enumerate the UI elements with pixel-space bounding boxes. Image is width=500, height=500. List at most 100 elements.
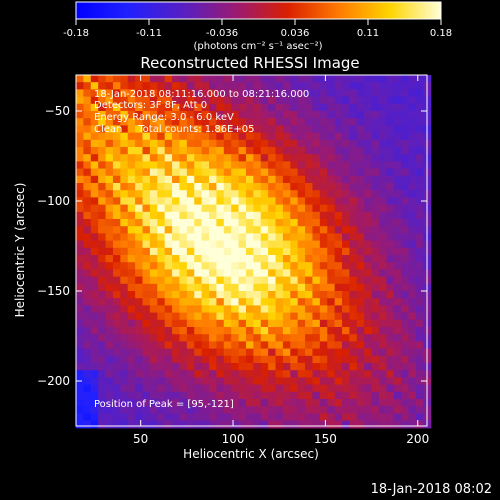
heatmap-cell <box>334 319 343 328</box>
heatmap-cell <box>164 334 173 342</box>
heatmap-cell <box>378 262 387 270</box>
heatmap-cell <box>364 327 373 335</box>
annotations: 18-Jan-2018 08:11:16.000 to 08:21:16.000… <box>94 89 309 410</box>
heatmap-cell <box>90 103 99 112</box>
colorbar-tick-label: -0.036 <box>206 28 238 39</box>
heatmap-cell <box>216 161 225 170</box>
heatmap-cell <box>312 312 321 321</box>
heatmap-cell <box>327 312 336 321</box>
heatmap-cell <box>312 298 321 306</box>
heatmap-cell <box>142 341 151 350</box>
heatmap-cell <box>349 406 358 414</box>
heatmap-cell <box>149 413 158 422</box>
heatmap-cell <box>164 168 173 177</box>
heatmap-cell <box>401 355 410 364</box>
heatmap-cell <box>268 75 277 83</box>
heatmap-cell <box>223 132 232 141</box>
heatmap-cell <box>319 161 328 170</box>
heatmap-cell <box>282 233 291 242</box>
heatmap-cell <box>260 255 269 263</box>
heatmap-cell <box>349 118 358 126</box>
heatmap-cell <box>179 348 188 357</box>
heatmap-cell <box>386 327 395 335</box>
heatmap-cell <box>90 240 99 249</box>
heatmap-cell <box>334 226 343 234</box>
heatmap-cell <box>268 190 277 198</box>
heatmap-cell <box>356 82 365 90</box>
heatmap-cell <box>245 190 254 198</box>
heatmap-cell <box>319 420 328 429</box>
heatmap-cell <box>120 406 129 414</box>
heatmap-cell <box>415 103 424 112</box>
heatmap-cell <box>342 219 351 227</box>
heatmap-cell <box>349 75 358 83</box>
heatmap-cell <box>245 262 254 270</box>
heatmap-cell <box>164 283 173 292</box>
heatmap-cell <box>105 312 114 321</box>
heatmap-cell <box>194 370 203 378</box>
colorbar-tick-label: -0.11 <box>136 28 162 39</box>
heatmap-cell <box>142 283 151 292</box>
heatmap-cell <box>253 154 262 162</box>
heatmap-cell <box>334 312 343 321</box>
heatmap-cell <box>268 226 277 234</box>
heatmap-cell <box>356 413 365 422</box>
heatmap-cell <box>349 413 358 422</box>
heatmap-cell <box>98 348 107 357</box>
heatmap-cell <box>327 298 336 306</box>
heatmap-cell <box>76 399 84 407</box>
heatmap-cell <box>327 161 336 170</box>
heatmap-cell <box>142 233 151 242</box>
heatmap-cell <box>112 183 121 191</box>
heatmap-cell <box>275 226 284 234</box>
heatmap-cell <box>127 283 136 292</box>
heatmap-cell <box>253 269 262 278</box>
heatmap-cell <box>393 341 402 350</box>
heatmap-cell <box>105 125 114 134</box>
heatmap-cell <box>364 276 373 285</box>
heatmap-cell <box>408 391 417 400</box>
heatmap-cell <box>76 111 84 119</box>
heatmap-cell <box>401 370 410 378</box>
heatmap-cell <box>157 370 166 378</box>
heatmap-cell <box>120 269 129 278</box>
heatmap-cell <box>179 139 188 148</box>
heatmap-cell <box>238 298 247 306</box>
heatmap-cell <box>253 240 262 249</box>
heatmap-cell <box>209 334 217 342</box>
heatmap-cell <box>268 247 277 256</box>
heatmap-cell <box>401 82 410 90</box>
heatmap-cell <box>186 298 195 306</box>
heatmap-cell <box>179 255 188 263</box>
heatmap-cell <box>112 377 121 386</box>
heatmap-cell <box>83 175 92 184</box>
heatmap-cell <box>135 168 144 177</box>
heatmap-cell <box>149 219 158 227</box>
heatmap-cell <box>282 125 291 134</box>
heatmap-cell <box>76 391 84 400</box>
heatmap-cell <box>378 233 387 242</box>
heatmap-cell <box>98 103 107 112</box>
heatmap-cell <box>179 219 188 227</box>
heatmap-cell <box>201 255 210 263</box>
heatmap-cell <box>179 262 188 270</box>
heatmap-cell <box>245 211 254 220</box>
heatmap-cell <box>209 190 217 198</box>
heatmap-cell <box>408 348 417 357</box>
heatmap-cell <box>275 334 284 342</box>
heatmap-cell <box>334 348 343 357</box>
heatmap-cell <box>260 363 269 371</box>
heatmap-cell <box>157 377 166 386</box>
heatmap-cell <box>253 312 262 321</box>
heatmap-cell <box>349 363 358 371</box>
heatmap-cell <box>179 154 188 162</box>
heatmap-cell <box>83 305 92 314</box>
heatmap-cell <box>186 175 195 184</box>
heatmap-cell <box>268 298 277 306</box>
heatmap-cell <box>401 334 410 342</box>
heatmap-cell <box>98 312 107 321</box>
heatmap-cell <box>327 247 336 256</box>
heatmap-cell <box>268 125 277 134</box>
heatmap-cell <box>275 384 284 393</box>
heatmap-cell <box>364 262 373 270</box>
